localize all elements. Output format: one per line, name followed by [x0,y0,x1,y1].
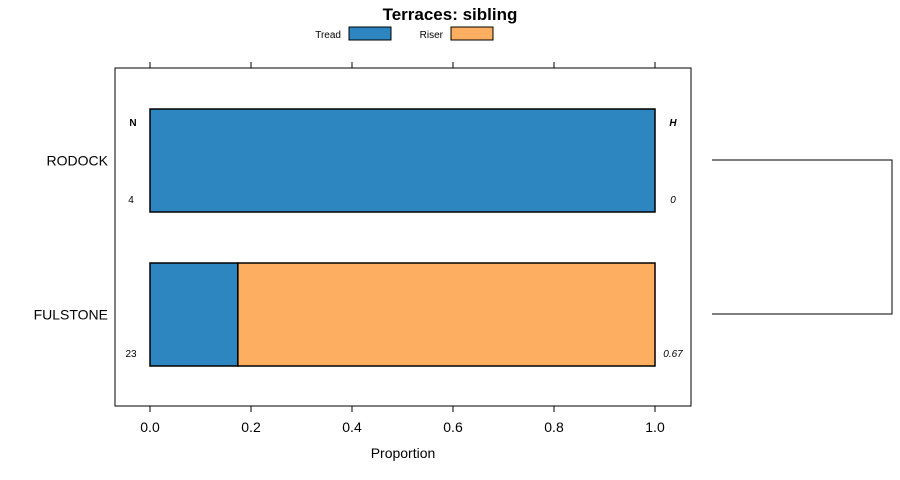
x-tick-label: 0.4 [342,419,362,435]
x-axis: 0.0 0.2 0.4 0.6 0.8 1.0 [140,62,665,435]
h-value: 0.67 [663,349,683,360]
legend-label-riser: Riser [420,30,444,41]
h-value: 0 [670,195,676,206]
x-tick-label: 0.2 [241,419,261,435]
x-tick-label: 1.0 [645,419,665,435]
x-tick-label: 0.6 [443,419,463,435]
n-value: 4 [128,195,134,206]
legend-swatch-riser [450,26,494,41]
x-axis-label: Proportion [371,445,436,461]
x-tick-label: 0.0 [140,419,160,435]
bars [149,108,656,367]
legend-swatch-tread [348,26,392,41]
category-label: FULSTONE [34,307,108,323]
legend: Tread Riser [315,26,494,41]
n-value: 23 [125,349,137,360]
bar-tread-fulstone [149,262,239,367]
h-header: H [669,118,677,129]
chart-title: Terraces: sibling [383,5,518,24]
plot-panel [114,67,692,407]
n-header: N [129,118,136,129]
x-tick-label: 0.8 [544,419,564,435]
bar-tread-rodock [149,108,656,213]
bar-riser-fulstone [237,262,656,367]
annotations: 4 0 23 0.67 [125,195,683,360]
legend-label-tread: Tread [315,30,341,41]
category-labels: RODOCK FULSTONE [34,153,109,323]
dendrogram-branch [712,159,893,315]
category-label: RODOCK [47,153,109,169]
